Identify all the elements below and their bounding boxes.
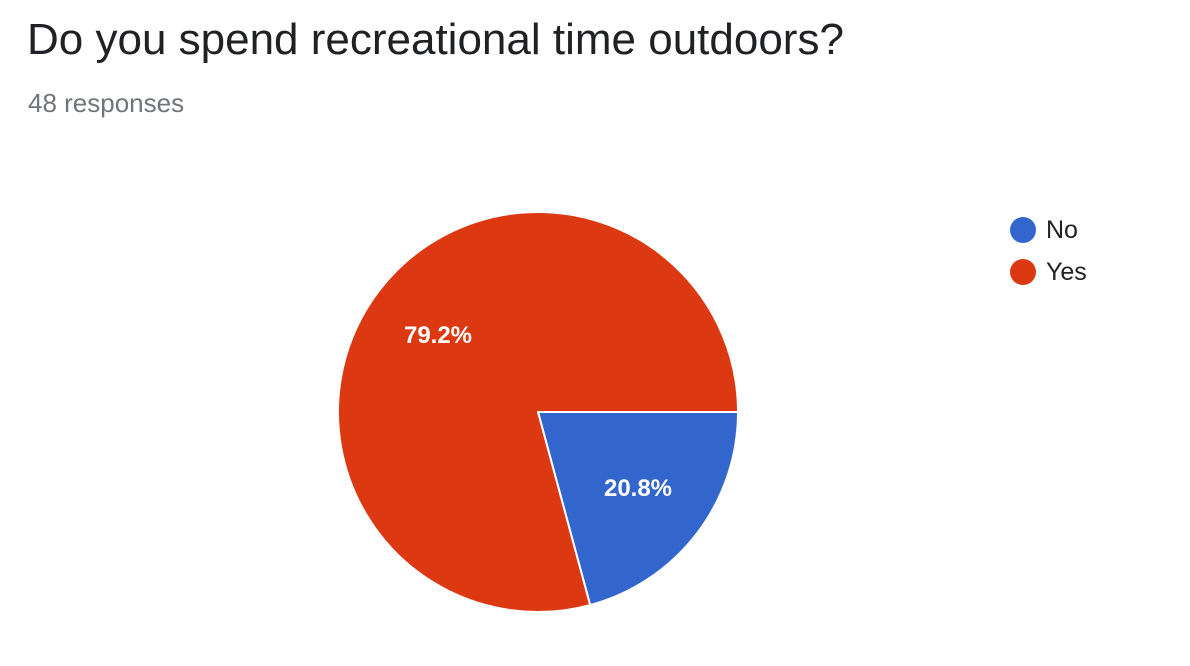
legend-item-no[interactable]: No <box>1010 209 1087 251</box>
legend-label-yes: Yes <box>1046 258 1087 286</box>
legend-label-no: No <box>1046 216 1078 244</box>
slice-label-no: 20.8% <box>604 475 672 502</box>
legend-swatch-yes <box>1010 259 1036 285</box>
legend-item-yes[interactable]: Yes <box>1010 251 1087 293</box>
response-count: 48 responses <box>28 88 185 118</box>
slice-label-yes: 79.2% <box>404 322 472 349</box>
pie-slice-yes[interactable] <box>337 211 739 613</box>
legend-swatch-no <box>1010 217 1036 243</box>
pie-slice-no[interactable] <box>537 411 739 607</box>
chart-legend: No Yes <box>1010 209 1087 293</box>
question-title: Do you spend recreational time outdoors? <box>27 15 844 64</box>
